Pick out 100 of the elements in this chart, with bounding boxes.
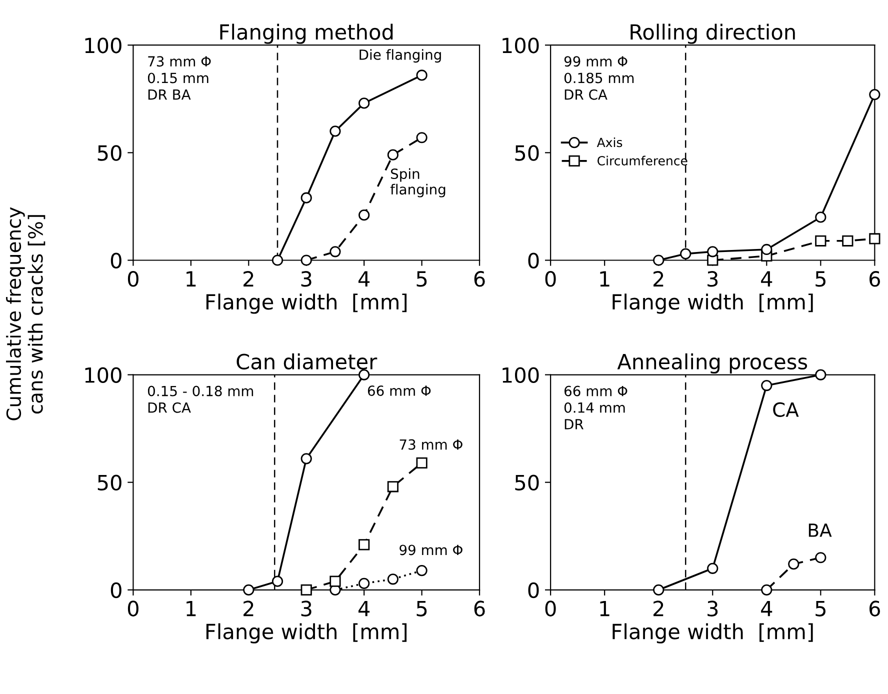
point — [653, 254, 664, 266]
point — [815, 369, 826, 380]
x-tick-label: 5 — [416, 271, 427, 287]
y-tick-label: 0 — [110, 252, 122, 268]
point — [869, 89, 880, 100]
y-tick-label: 100 — [85, 38, 122, 54]
x-tick-label: 3 — [708, 600, 718, 616]
point — [416, 132, 428, 144]
point — [416, 457, 428, 469]
series-label: 99 mm Φ — [400, 544, 462, 556]
point — [653, 584, 664, 596]
x-tick-label: 6 — [870, 271, 880, 287]
point — [416, 70, 428, 81]
x-axis-title: Flange width [mm] — [206, 294, 407, 314]
y-tick-label: 0 — [528, 252, 539, 268]
point — [358, 98, 370, 109]
series-label: BA — [808, 524, 832, 537]
x-tick-label: 3 — [708, 271, 718, 287]
point — [300, 254, 312, 266]
legend-label: Axis — [596, 137, 622, 148]
point — [387, 481, 398, 492]
x-tick-label: 4 — [761, 600, 772, 616]
point — [680, 248, 692, 260]
chart-title: Rolling direction — [630, 24, 795, 44]
point — [358, 369, 370, 380]
point — [300, 453, 312, 464]
x-tick-label: 2 — [244, 271, 254, 286]
x-tick-label: 0 — [545, 271, 556, 287]
y-tick-label: 50 — [515, 474, 539, 491]
annotation: 99 mm Φ 0.185 mm DR CA — [564, 56, 634, 100]
x-tick-label: 1 — [600, 600, 610, 616]
point — [300, 584, 312, 596]
point — [707, 254, 718, 266]
y-tick-label: 100 — [502, 367, 539, 383]
chart-title: Annealing process — [617, 353, 808, 374]
x-tick-label: 6 — [474, 271, 485, 287]
x-tick-label: 2 — [654, 600, 664, 616]
y-tick-label: 0 — [110, 582, 122, 598]
x-tick-label: 5 — [416, 600, 427, 616]
point — [358, 210, 370, 221]
annotation: 73 mm Φ 0.15 mm DR BA — [148, 56, 211, 100]
x-tick-label: 4 — [358, 600, 370, 616]
y-tick-label: 50 — [515, 145, 539, 161]
x-tick-label: 6 — [474, 600, 485, 616]
y-tick-label: 50 — [98, 145, 122, 161]
point — [387, 574, 398, 585]
x-axis-title: Flange width [mm] — [206, 623, 407, 644]
point — [300, 192, 312, 204]
point — [788, 558, 800, 570]
point — [243, 584, 254, 596]
point — [815, 235, 826, 246]
annotation: 0.15 - 0.18 mm DR CA — [148, 386, 254, 413]
annotation: 66 mm Φ 0.14 mm DR — [564, 386, 628, 430]
x-axis-title: Flange width [mm] — [612, 294, 813, 314]
point — [330, 576, 341, 587]
x-axis-title: Flange width [mm] — [612, 623, 813, 644]
y-tick-label: 0 — [528, 582, 539, 598]
point — [387, 149, 398, 160]
series-label: Die flanging — [360, 49, 441, 63]
x-tick-label: 2 — [654, 271, 664, 286]
x-tick-label: 3 — [301, 271, 312, 287]
point — [330, 126, 341, 137]
x-tick-label: 3 — [301, 600, 312, 616]
point — [761, 584, 772, 596]
series-label: CA — [773, 402, 799, 417]
x-tick-label: 5 — [816, 271, 826, 287]
y-tick-label: 100 — [85, 367, 122, 383]
chart-title: Flanging method — [220, 24, 393, 44]
point — [869, 233, 880, 244]
y-axis-title: Cumulative frequency cans with cracks [%] — [6, 207, 46, 420]
point — [761, 380, 772, 392]
chart-title: Can diameter — [236, 353, 378, 370]
series-label: Spin flanging — [390, 168, 446, 198]
y-tick-label: 50 — [98, 474, 122, 491]
series-label: 73 mm Φ — [400, 439, 462, 450]
x-tick-label: 2 — [244, 600, 254, 616]
x-tick-label: 1 — [186, 600, 196, 616]
point — [272, 576, 284, 587]
x-tick-label: 6 — [870, 600, 880, 616]
point — [330, 246, 341, 258]
x-tick-label: 0 — [128, 600, 138, 616]
x-tick-label: 5 — [816, 600, 826, 616]
point — [358, 578, 370, 589]
x-tick-label: 4 — [358, 271, 370, 286]
x-tick-label: 1 — [186, 271, 196, 286]
point — [358, 539, 370, 550]
point — [815, 212, 826, 223]
x-tick-label: 0 — [545, 600, 556, 616]
x-tick-label: 1 — [600, 271, 610, 286]
y-tick-label: 100 — [502, 38, 539, 54]
point — [842, 235, 854, 246]
point — [707, 246, 718, 258]
x-tick-label: 4 — [761, 271, 772, 286]
x-tick-label: 0 — [128, 271, 138, 287]
point — [272, 254, 284, 266]
series-label: 66 mm Φ — [368, 385, 431, 396]
point — [815, 552, 826, 564]
point — [416, 564, 428, 576]
point — [707, 562, 718, 574]
legend-label: Circumference — [598, 156, 688, 166]
